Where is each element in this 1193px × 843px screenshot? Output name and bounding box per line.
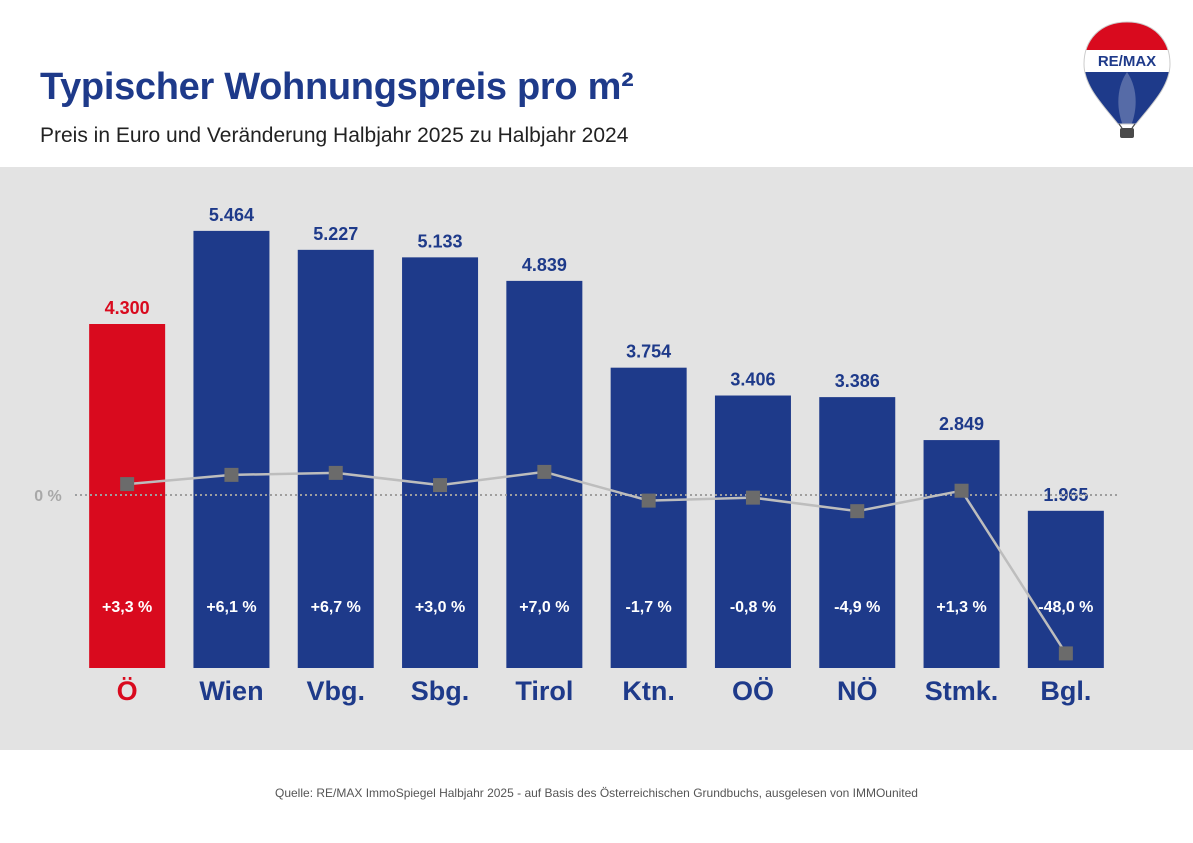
change-label-4: +7,0 % bbox=[519, 599, 569, 616]
bar-value-label-3: 5.133 bbox=[418, 231, 463, 251]
bar-value-label-2: 5.227 bbox=[313, 224, 358, 244]
change-marker-6 bbox=[745, 490, 760, 505]
change-marker-5 bbox=[641, 493, 656, 508]
change-marker-0 bbox=[120, 477, 135, 492]
bar-1 bbox=[193, 230, 270, 668]
bar-value-label-7: 3.386 bbox=[835, 371, 880, 391]
chart-subtitle: Preis in Euro und Veränderung Halbjahr 2… bbox=[40, 124, 629, 147]
bar-6 bbox=[714, 395, 791, 668]
bar-value-label-8: 2.849 bbox=[939, 414, 984, 434]
bar-2 bbox=[297, 249, 374, 668]
category-label-8: Stmk. bbox=[925, 676, 999, 706]
change-marker-4 bbox=[537, 464, 552, 479]
category-label-1: Wien bbox=[199, 676, 263, 706]
change-marker-3 bbox=[433, 478, 448, 493]
change-label-0: +3,3 % bbox=[102, 599, 152, 616]
bar-8 bbox=[923, 440, 1000, 668]
change-label-3: +3,0 % bbox=[415, 599, 465, 616]
change-marker-2 bbox=[328, 465, 343, 480]
bar-value-label-4: 4.839 bbox=[522, 255, 567, 275]
bar-3 bbox=[402, 257, 479, 668]
category-label-9: Bgl. bbox=[1040, 676, 1091, 706]
change-label-8: +1,3 % bbox=[936, 599, 986, 616]
remax-balloon-logo: RE/MAX bbox=[1083, 21, 1171, 138]
category-label-4: Tirol bbox=[515, 676, 573, 706]
bar-5 bbox=[610, 367, 687, 668]
chart-panel: 4.300 5.464 5.227 5.133 4.839 3.754 3.406 3.386… bbox=[0, 167, 1193, 750]
change-marker-9 bbox=[1058, 646, 1073, 661]
change-marker-7 bbox=[850, 504, 865, 519]
chart-title: Typischer Wohnungspreis pro m² bbox=[40, 66, 634, 108]
change-label-5: -1,7 % bbox=[626, 599, 672, 616]
change-marker-1 bbox=[224, 467, 239, 482]
bar-value-label-0: 4.300 bbox=[105, 298, 150, 318]
category-label-2: Vbg. bbox=[307, 676, 366, 706]
category-label-5: Ktn. bbox=[622, 676, 674, 706]
change-label-7: -4,9 % bbox=[834, 599, 880, 616]
change-label-6: -0,8 % bbox=[730, 599, 776, 616]
change-label-2: +6,7 % bbox=[311, 599, 361, 616]
category-label-3: Sbg. bbox=[411, 676, 470, 706]
category-label-6: OÖ bbox=[732, 676, 774, 706]
change-marker-8 bbox=[954, 483, 969, 498]
logo-wordmark: RE/MAX bbox=[1098, 53, 1156, 70]
chart-canvas: 4.300 5.464 5.227 5.133 4.839 3.754 3.406 3.386… bbox=[34, 205, 1118, 706]
bar-9 bbox=[1027, 510, 1104, 668]
category-label-7: NÖ bbox=[837, 676, 878, 706]
change-line bbox=[127, 470, 1067, 655]
zero-percent-label: 0 % bbox=[34, 488, 62, 505]
change-label-9: -48,0 % bbox=[1038, 599, 1093, 616]
bar-value-label-6: 3.406 bbox=[730, 370, 775, 390]
source-note: Quelle: RE/MAX ImmoSpiegel Halbjahr 2025… bbox=[275, 786, 918, 800]
category-label-0: Ö bbox=[117, 676, 138, 706]
bar-value-label-1: 5.464 bbox=[209, 205, 254, 225]
change-label-1: +6,1 % bbox=[206, 599, 256, 616]
bar-value-label-5: 3.754 bbox=[626, 342, 671, 362]
bar-7 bbox=[819, 397, 896, 668]
